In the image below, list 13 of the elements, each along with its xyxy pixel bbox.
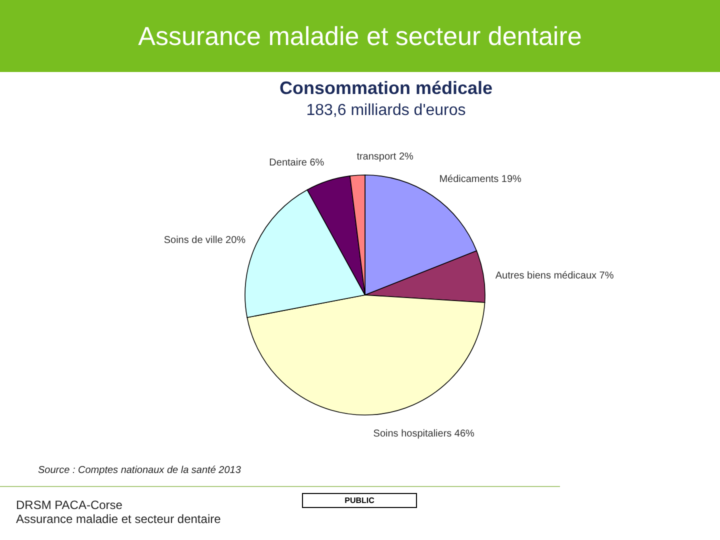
label-frame: PUBLIC [302,493,417,508]
source-note: Source : Comptes nationaux de la santé 2013 [38,464,241,477]
slice-label: Soins hospitaliers 46% [373,428,475,440]
slice-label: transport 2% [356,151,414,162]
slice-label: Médicaments 19% [439,174,522,185]
text: Assurance maladie et secteur dentaire [16,512,221,526]
chart-title: Consommation médicale [278,77,494,99]
slice-label: Autres biens médicaux 7% [495,270,614,282]
slice-label: Dentaire 6% [269,157,324,168]
text: Assurance maladie et secteur dentaire [137,20,583,52]
text: DRSM PACA-Corse [16,498,122,512]
chart-subtitle: 183,6 milliards d'euros [305,101,467,121]
slice-label: Soins de ville 20% [164,234,246,246]
